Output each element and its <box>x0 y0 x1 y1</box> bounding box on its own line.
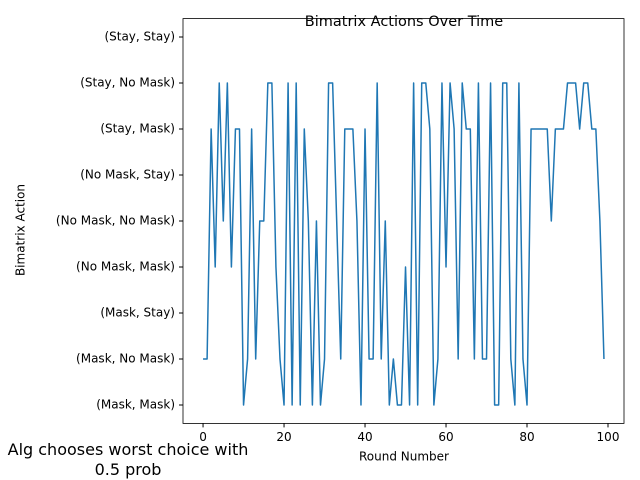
y-tick-label: (Mask, Mask) <box>96 398 175 412</box>
y-tick-label: (No Mask, No Mask) <box>56 214 175 228</box>
y-tick-label: (Mask, Stay) <box>100 306 175 320</box>
x-tick-label: 60 <box>438 430 453 444</box>
plot-frame <box>182 18 625 424</box>
x-axis-label: Round Number <box>359 450 449 464</box>
y-tick-label: (Stay, Stay) <box>104 30 175 44</box>
y-tick-label: (Stay, No Mask) <box>80 76 175 90</box>
x-tick-label: 20 <box>276 430 291 444</box>
y-tick-label: (Mask, No Mask) <box>76 352 175 366</box>
annotation: Alg chooses worst choice with 0.5 prob <box>7 440 249 479</box>
y-tick-label: (No Mask, Stay) <box>80 168 175 182</box>
x-tick-label: 0 <box>199 430 207 444</box>
x-tick-label: 80 <box>519 430 534 444</box>
data-line <box>203 82 605 406</box>
y-tick-label: (Stay, Mask) <box>100 122 175 136</box>
x-tick-label: 100 <box>597 430 620 444</box>
y-tick-label: (No Mask, Mask) <box>76 260 175 274</box>
y-axis-label: Bimatrix Action <box>14 184 28 276</box>
chart-title: Bimatrix Actions Over Time <box>305 14 503 30</box>
x-tick-label: 40 <box>357 430 372 444</box>
